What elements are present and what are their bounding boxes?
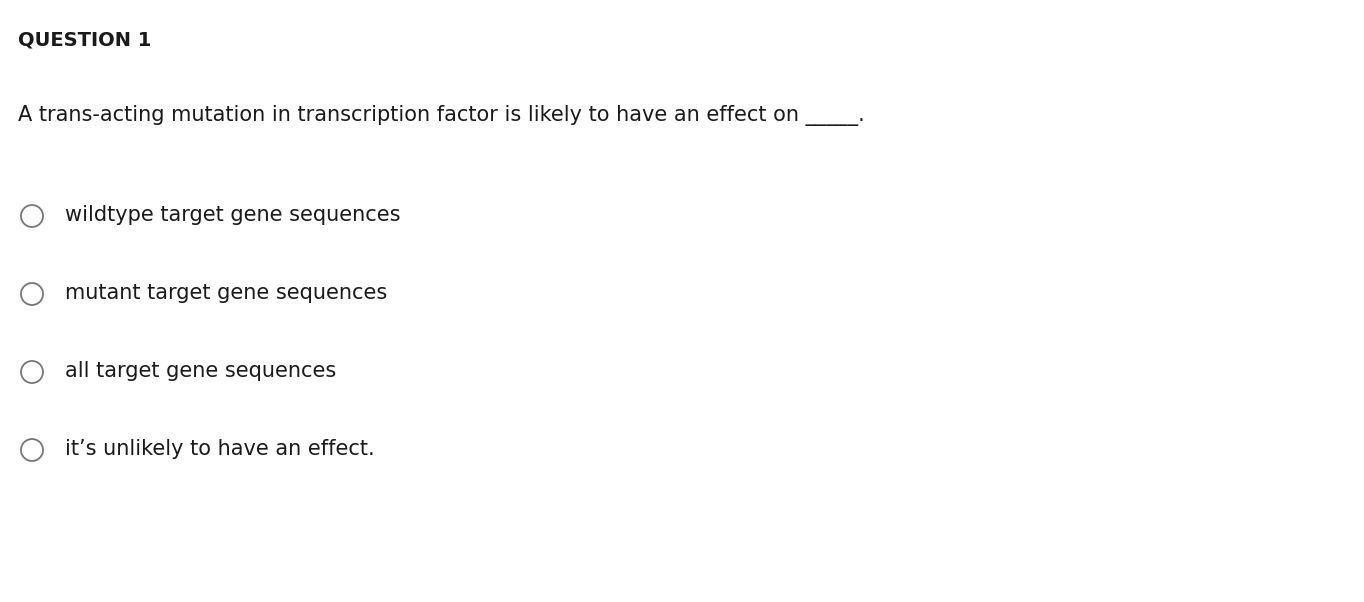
Text: QUESTION 1: QUESTION 1: [18, 30, 151, 49]
Text: A trans-acting mutation in transcription factor is likely to have an effect on _: A trans-acting mutation in transcription…: [18, 105, 865, 126]
Text: all target gene sequences: all target gene sequences: [65, 361, 337, 381]
Text: mutant target gene sequences: mutant target gene sequences: [65, 283, 387, 303]
Text: it’s unlikely to have an effect.: it’s unlikely to have an effect.: [65, 439, 375, 459]
Text: wildtype target gene sequences: wildtype target gene sequences: [65, 205, 401, 225]
